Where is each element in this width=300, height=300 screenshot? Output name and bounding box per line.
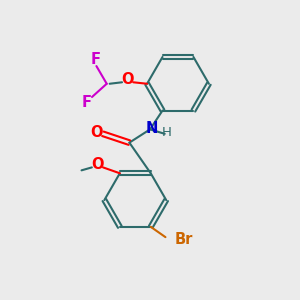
Text: N: N	[145, 121, 158, 136]
Text: Br: Br	[175, 232, 193, 247]
Text: F: F	[91, 52, 101, 67]
Text: O: O	[121, 72, 134, 87]
Text: F: F	[82, 95, 92, 110]
Text: H: H	[161, 126, 171, 140]
Text: O: O	[90, 125, 103, 140]
Text: O: O	[91, 157, 103, 172]
